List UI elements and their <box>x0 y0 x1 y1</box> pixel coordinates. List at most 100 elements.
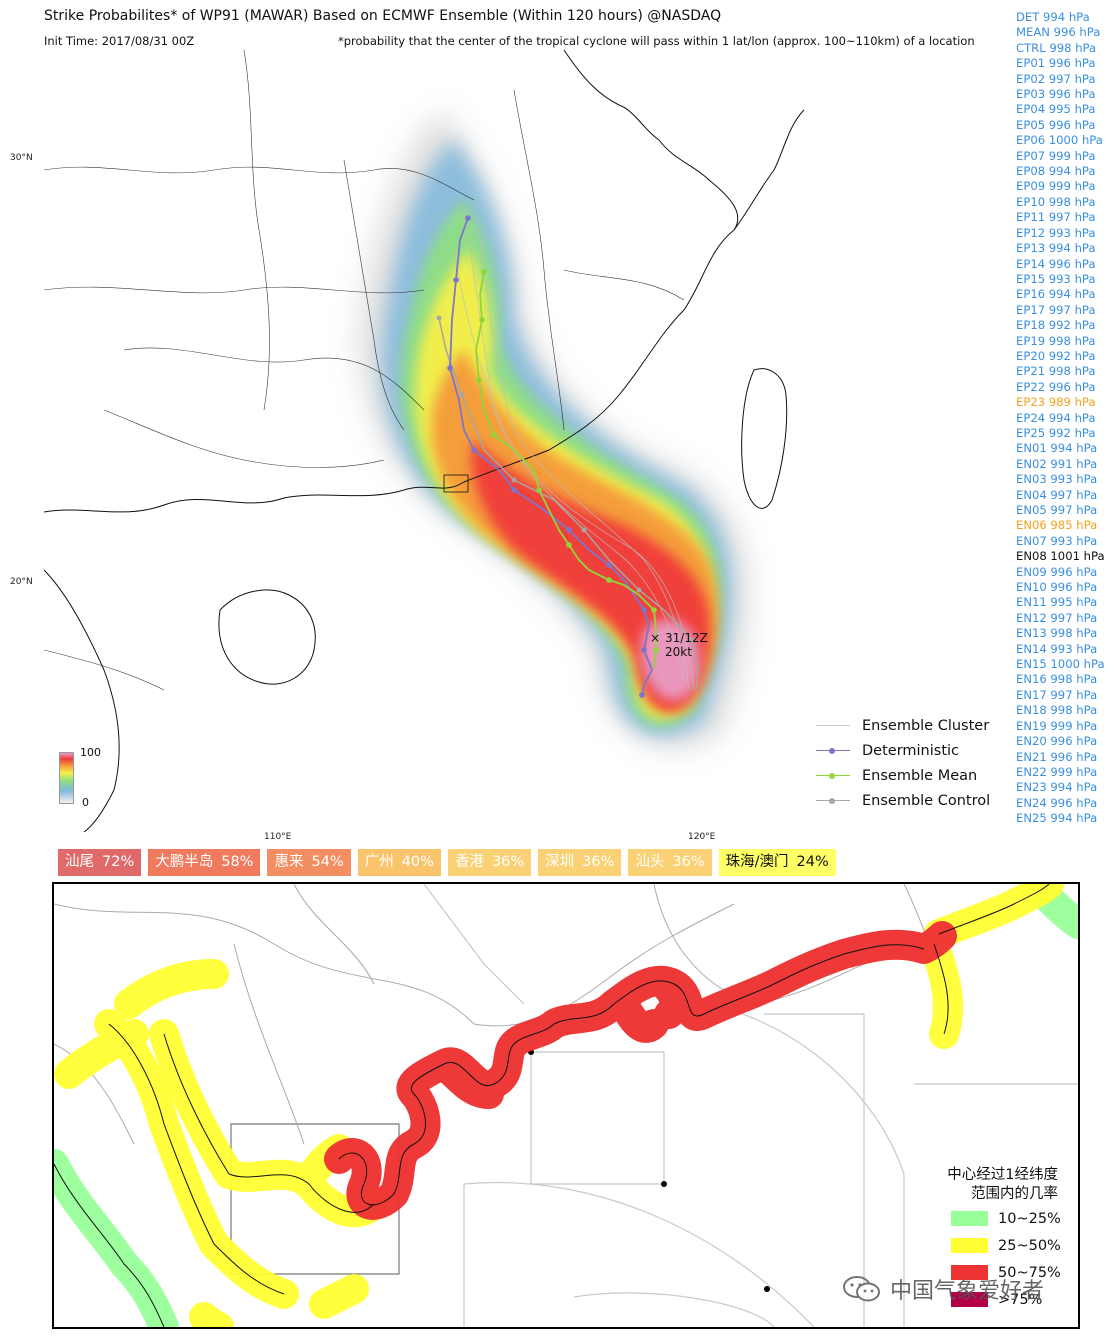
legend-item-label: 25~50% <box>998 1237 1061 1254</box>
member-entry: EP14 996 hPa <box>1016 256 1096 271</box>
member-entry: EN13 998 hPa <box>1016 626 1098 641</box>
member-entry: EN01 994 hPa <box>1016 441 1098 456</box>
province-borders <box>44 50 685 691</box>
city-badge: 大鹏半岛 58% <box>148 849 261 876</box>
legend-item-label: 50~75% <box>998 1264 1061 1281</box>
city-name: 珠海/澳门 <box>725 854 789 870</box>
ensemble-cluster <box>453 209 695 691</box>
member-entry: EN06 985 hPa <box>1016 518 1098 533</box>
member-entry: EP12 993 hPa <box>1016 225 1096 240</box>
yellow-swatch <box>951 1238 988 1253</box>
city-probability-row: 汕尾 72% 大鹏半岛 58% 惠来 54% 广州 40% 香港 36% 深圳 36% 汕头 36% 珠海/… <box>58 849 836 876</box>
member-entry: EN11 995 hPa <box>1016 595 1098 610</box>
storm-center-marker: × <box>650 631 661 645</box>
ensemble-mean-swatch <box>816 770 850 782</box>
city-badge: 珠海/澳门 24% <box>718 849 836 876</box>
legend-item-over-75: >75% <box>918 1287 1061 1312</box>
legend-item-10-25: 10~25% <box>918 1206 1061 1231</box>
city-probability: 54% <box>311 854 344 870</box>
member-entry: EN09 996 hPa <box>1016 564 1098 579</box>
ensemble-control-swatch <box>816 795 850 807</box>
ensemble-member-list: DET 994 hPa MEAN 996 hPa CTRL 998 hPa EP01 … <box>1016 10 1119 827</box>
coastal-probability-map <box>52 882 1080 1329</box>
lat-30-label: 30°N <box>10 153 33 163</box>
coastline-detail <box>54 884 1050 1327</box>
member-entry: EN17 997 hPa <box>1016 687 1098 702</box>
range-points <box>528 1049 770 1292</box>
member-entry: EP22 996 hPa <box>1016 379 1096 394</box>
coastlines <box>44 50 805 832</box>
storm-intensity-label: 20kt <box>665 645 692 659</box>
member-entry: EP04 995 hPa <box>1016 102 1096 117</box>
ensemble-control-points <box>436 315 695 643</box>
member-entry: EN21 996 hPa <box>1016 749 1098 764</box>
legend-title-line1: 中心经过1经纬度 <box>947 1167 1058 1183</box>
legend-item-50-75: 50~75% <box>918 1260 1061 1285</box>
lon-120-label: 120°E <box>688 832 716 842</box>
member-entry: EN24 996 hPa <box>1016 795 1098 810</box>
member-entry: EP21 998 hPa <box>1016 364 1096 379</box>
track-legend: Ensemble Cluster Deterministic Ensemble … <box>816 713 990 813</box>
member-entry: CTRL 998 hPa <box>1016 40 1097 55</box>
legend-label: Ensemble Control <box>862 792 991 809</box>
deterministic-track <box>449 217 653 696</box>
coastal-map-canvas <box>54 884 1078 1327</box>
member-entry: EN08 1001 hPa <box>1016 549 1105 564</box>
deterministic-points <box>447 215 647 698</box>
member-entry: EN23 994 hPa <box>1016 780 1098 795</box>
member-entry: EP24 994 hPa <box>1016 410 1096 425</box>
ensemble-cluster-swatch <box>816 720 850 732</box>
lon-110-label: 110°E <box>264 832 292 842</box>
legend-label: Ensemble Cluster <box>862 717 990 734</box>
member-entry: EP09 999 hPa <box>1016 179 1096 194</box>
member-entry: MEAN 996 hPa <box>1016 25 1101 40</box>
probability-legend: 中心经过1经纬度 范围内的几率 10~25% 25~50% 50~75% >75… <box>918 1166 1061 1312</box>
legend-item-label: >75% <box>998 1291 1043 1308</box>
deterministic-swatch <box>816 745 850 757</box>
probability-footnote: *probability that the center of the trop… <box>338 34 975 48</box>
colorbar-min-label: 0 <box>82 796 89 809</box>
member-entry: EP03 996 hPa <box>1016 87 1096 102</box>
member-entry: EN19 999 hPa <box>1016 718 1098 733</box>
chart-title: Strike Probabilites* of WP91 (MAWAR) Bas… <box>44 8 722 24</box>
city-name: 大鹏半岛 <box>155 854 214 870</box>
watermark: 中国气象爱好者 <box>842 1273 1044 1305</box>
member-entry: EP15 993 hPa <box>1016 271 1096 286</box>
member-entry: EN04 997 hPa <box>1016 487 1098 502</box>
legend-title-line2: 范围内的几率 <box>971 1186 1058 1202</box>
green-swatch <box>951 1211 988 1226</box>
member-entry: EP17 997 hPa <box>1016 302 1096 317</box>
wechat-icon <box>843 1276 880 1302</box>
city-name: 香港 <box>454 854 484 870</box>
member-entry: EN15 1000 hPa <box>1016 657 1105 672</box>
member-entry: EP01 996 hPa <box>1016 56 1096 71</box>
member-entry: EP10 998 hPa <box>1016 194 1096 209</box>
member-entry: EN05 997 hPa <box>1016 503 1098 517</box>
city-badge: 广州 40% <box>357 849 441 876</box>
city-badge: 汕头 36% <box>628 849 712 876</box>
member-entry: EN22 999 hPa <box>1016 764 1098 779</box>
legend-ensemble-cluster: Ensemble Cluster <box>816 713 990 738</box>
legend-label: Ensemble Mean <box>862 767 978 784</box>
member-entry: EP16 994 hPa <box>1016 287 1096 302</box>
member-entry: EN16 998 hPa <box>1016 672 1098 687</box>
member-entry: EP11 997 hPa <box>1016 210 1096 225</box>
legend-item-25-50: 25~50% <box>918 1233 1061 1258</box>
member-entry: EP20 992 hPa <box>1016 348 1096 363</box>
lat-20-label: 20°N <box>10 577 33 587</box>
city-badge: 汕尾 72% <box>58 849 142 876</box>
storm-time-label: 31/12Z <box>665 631 708 645</box>
member-entry: EP25 992 hPa <box>1016 425 1096 440</box>
coast-band-red <box>324 921 957 1220</box>
member-entry: EP18 992 hPa <box>1016 318 1096 333</box>
watermark-text: 中国气象爱好者 <box>890 1279 1045 1304</box>
member-entry: EN07 993 hPa <box>1016 533 1098 548</box>
member-entry: EN20 996 hPa <box>1016 734 1098 749</box>
hk-area-box <box>443 474 469 493</box>
ensemble-mean-points <box>476 269 659 653</box>
member-entry: EN10 996 hPa <box>1016 580 1098 595</box>
member-entry: EN18 998 hPa <box>1016 703 1098 718</box>
city-badge: 惠来 54% <box>267 849 351 876</box>
legend-item-label: 10~25% <box>998 1210 1061 1227</box>
member-entry: EP08 994 hPa <box>1016 164 1096 179</box>
